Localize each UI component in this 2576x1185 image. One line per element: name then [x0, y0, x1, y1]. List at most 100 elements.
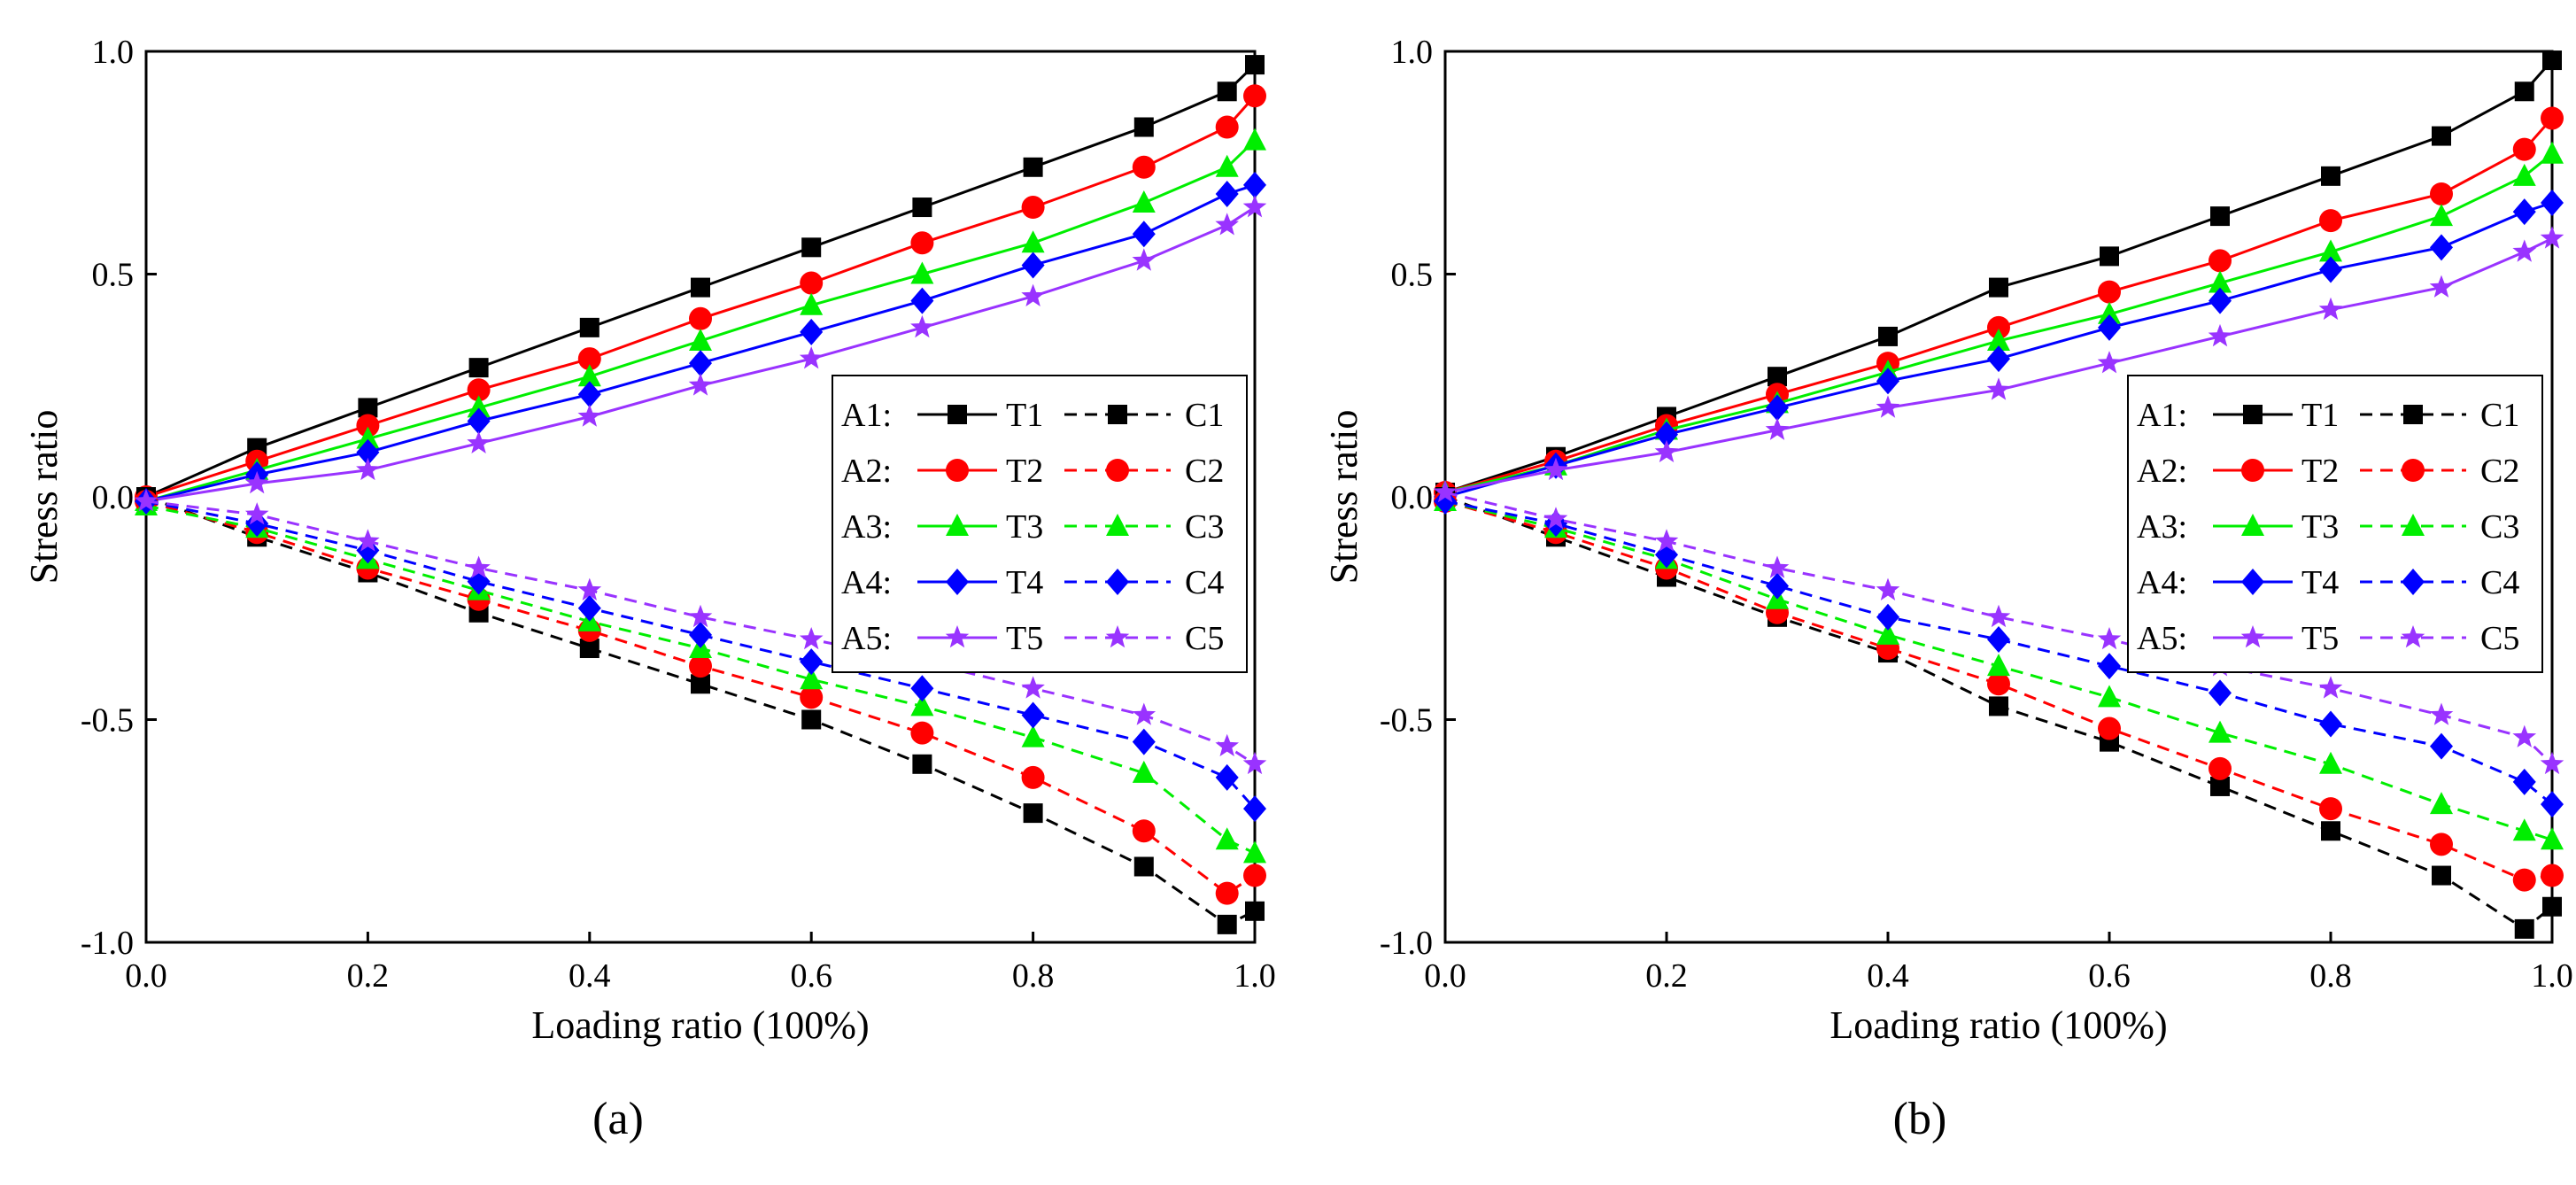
data-point-T5: [2429, 275, 2454, 298]
data-point-T5: [2318, 297, 2343, 321]
data-point-T4: [2430, 234, 2453, 261]
data-point-C4: [1987, 625, 2010, 653]
x-tick-label: 1.0: [2531, 957, 2573, 995]
x-tick-label: 0.8: [2309, 957, 2352, 995]
legend-label: C3: [1185, 508, 1224, 546]
data-point-C2: [800, 685, 824, 709]
data-point-T1: [358, 398, 378, 418]
data-point-C3: [1876, 622, 1899, 645]
x-tick-label: 0.8: [1012, 957, 1055, 995]
data-point-C2: [1987, 672, 2010, 696]
data-point-C2: [1243, 864, 1266, 887]
series-line-C4: [145, 500, 1257, 810]
data-point-T1: [801, 237, 822, 258]
data-point-T5: [688, 373, 713, 396]
legend-label: C4: [1185, 564, 1224, 601]
data-point-T4: [910, 287, 934, 314]
data-point-T5: [467, 430, 491, 453]
data-point-C3: [1021, 724, 1045, 747]
data-point-T4: [2098, 314, 2121, 341]
data-point-T3: [467, 395, 491, 418]
data-point-T4: [689, 350, 712, 377]
data-point-T2: [1215, 115, 1239, 139]
data-point-T3: [1021, 230, 1045, 253]
x-tick-label: 0.6: [2088, 957, 2131, 995]
data-point-T2: [467, 378, 491, 402]
data-point-T5: [2512, 239, 2537, 262]
legend-label: T3: [1006, 508, 1043, 546]
data-point-C3: [1215, 827, 1239, 850]
series-T5: [134, 195, 1267, 512]
series-T5: [1433, 226, 2564, 503]
data-point-C2: [2319, 797, 2342, 821]
data-point-T5: [244, 470, 269, 494]
data-point-C5: [2318, 676, 2343, 699]
data-point-C1: [2432, 865, 2451, 886]
data-point-C4: [800, 648, 824, 676]
data-point-T2: [2512, 137, 2536, 161]
data-point-T4: [1243, 171, 1266, 198]
data-point-C5: [1242, 751, 1267, 775]
data-point-C3: [2319, 751, 2342, 774]
legend-marker-C4: [1106, 569, 1129, 595]
data-point-C1: [1217, 914, 1237, 934]
legend-label: T5: [2301, 620, 2339, 657]
legend-marker-T4: [946, 569, 969, 595]
series-line-C4: [1444, 500, 2553, 806]
data-point-T5: [1132, 248, 1156, 271]
data-point-C5: [1215, 733, 1239, 756]
data-point-C3: [2512, 818, 2536, 841]
data-point-T3: [689, 328, 712, 351]
data-point-T2: [910, 231, 934, 255]
data-point-C3: [1987, 654, 2010, 677]
data-point-C1: [1245, 901, 1265, 921]
data-point-C4: [689, 621, 712, 648]
data-point-T1: [579, 317, 600, 337]
data-point-T5: [577, 404, 602, 427]
data-point-T4: [1132, 221, 1156, 248]
data-point-C4: [2541, 791, 2564, 818]
legend: A1: T1 C1 A2: T2 C2 A3: T3 C3 A4: T4 C4 A5: T5 C5: [832, 375, 1248, 673]
data-point-T1: [2100, 246, 2119, 267]
data-point-T5: [1543, 457, 1568, 481]
data-point-T5: [910, 314, 934, 338]
data-point-C4: [577, 594, 601, 622]
series-T2: [135, 84, 1266, 508]
legend-label: T5: [1006, 620, 1043, 657]
data-point-C4: [1021, 701, 1045, 729]
data-point-C3: [1132, 760, 1156, 783]
data-point-C3: [800, 667, 824, 690]
data-point-T5: [1215, 213, 1239, 236]
data-point-T2: [2430, 182, 2453, 205]
data-point-T4: [577, 381, 601, 408]
data-point-T5: [1242, 195, 1267, 218]
data-point-T1: [2542, 50, 2562, 71]
series-line-T4: [1444, 201, 2553, 499]
data-point-T3: [1132, 190, 1156, 213]
x-axis-title: Loading ratio (100%): [531, 1003, 869, 1047]
series-line-T1: [145, 64, 1257, 499]
series-line-T2: [1444, 117, 2554, 494]
y-tick-label: -1.0: [81, 925, 134, 962]
series-C5: [134, 489, 1267, 775]
data-point-C5: [1543, 507, 1568, 530]
panel-label: (a): [592, 1094, 644, 1144]
data-point-T3: [577, 364, 601, 387]
data-point-T1: [468, 358, 489, 378]
data-point-T5: [2540, 226, 2564, 249]
data-point-T5: [799, 346, 824, 369]
x-tick-label: 1.0: [1234, 957, 1276, 995]
data-point-T2: [2319, 209, 2342, 233]
data-point-C1: [1989, 696, 2008, 716]
data-point-T5: [1986, 377, 2011, 400]
y-tick-label: -1.0: [1380, 925, 1433, 962]
data-point-T4: [467, 407, 491, 435]
data-point-C3: [2209, 720, 2232, 743]
data-point-T1: [1768, 367, 1787, 387]
y-tick-label: 0.5: [1391, 257, 1434, 294]
data-point-C2: [2209, 756, 2232, 780]
legend-group-label: A5:: [841, 620, 892, 657]
legend-group-label: A2:: [841, 453, 892, 490]
x-tick-label: 0.4: [1867, 957, 1909, 995]
